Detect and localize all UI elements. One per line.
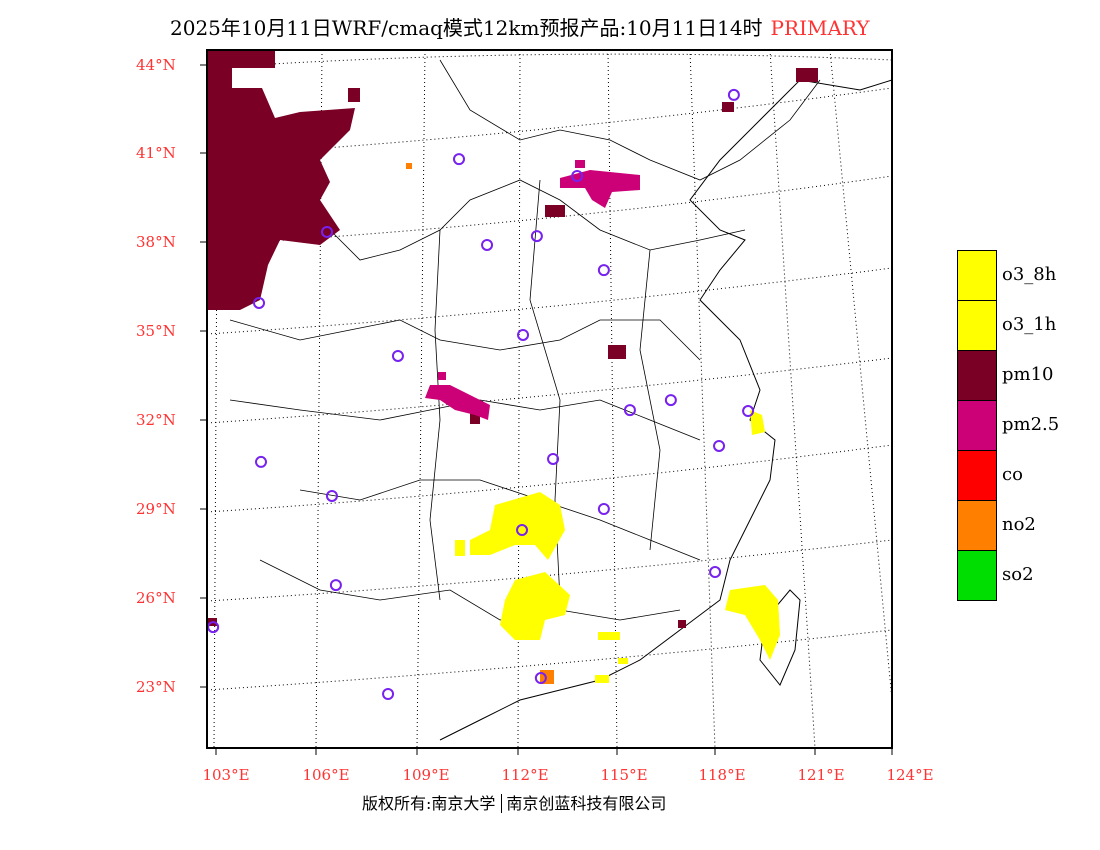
station-marker: [325, 489, 338, 502]
title-text: 2025年10月11日WRF/cmaq模式12km预报产品:10月11日14时: [170, 16, 763, 40]
station-marker: [571, 170, 584, 182]
station-marker: [453, 153, 465, 166]
station-marker: [253, 296, 266, 309]
lat-label: 38°N: [136, 233, 176, 251]
station-marker: [382, 688, 395, 700]
station-marker: [547, 452, 560, 465]
legend-swatch: [957, 500, 997, 551]
lat-label: 26°N: [136, 589, 176, 607]
station-marker: [481, 238, 494, 251]
lat-label: 41°N: [136, 144, 176, 162]
station-marker: [623, 404, 636, 417]
lat-label: 29°N: [136, 500, 176, 518]
station-marker: [530, 230, 543, 243]
lon-label: 121°E: [797, 766, 845, 784]
pm10-patches: [207, 50, 818, 628]
legend-swatch: [957, 300, 997, 351]
legend-label: co: [1002, 464, 1023, 485]
lat-label: 44°N: [136, 56, 176, 74]
legend-swatch: [957, 450, 997, 501]
pm25-patches: [425, 160, 640, 420]
station-marker: [255, 455, 267, 468]
lon-label: 124°E: [886, 766, 934, 784]
o3-patches: [455, 410, 780, 683]
lon-label: 109°E: [402, 766, 450, 784]
coastline: [439, 79, 892, 741]
species-label: PRIMARY: [770, 16, 870, 40]
lon-label: 115°E: [600, 766, 648, 784]
legend-swatch: [957, 250, 997, 301]
station-marker: [597, 503, 610, 515]
legend-label: no2: [1002, 514, 1036, 535]
copyright-right: 南京创蓝科技有限公司: [501, 794, 667, 813]
legend-swatch: [957, 400, 997, 451]
legend-swatch: [957, 550, 997, 601]
station-marker: [517, 328, 530, 341]
station-marker: [391, 349, 404, 362]
lat-label: 23°N: [136, 678, 176, 696]
station-marker: [664, 394, 677, 407]
monitoring-stations: [207, 88, 755, 700]
station-marker: [516, 524, 529, 537]
station-marker: [207, 621, 220, 634]
station-marker: [534, 672, 547, 685]
legend-label: pm2.5: [1002, 414, 1060, 435]
legend-label: o3_8h: [1002, 264, 1057, 285]
copyright-footer: 版权所有:南京大学 南京创蓝科技有限公司: [362, 790, 672, 814]
copyright-left: 版权所有:南京大学: [362, 794, 496, 813]
station-marker: [329, 579, 342, 592]
legend-swatch: [957, 350, 997, 401]
map-frame: [206, 49, 893, 749]
lon-label: 103°E: [202, 766, 250, 784]
lat-label: 35°N: [136, 322, 176, 340]
station-marker: [713, 439, 726, 452]
lon-label: 118°E: [698, 766, 746, 784]
station-marker: [597, 264, 610, 277]
legend-label: pm10: [1002, 364, 1054, 385]
station-marker: [709, 566, 722, 579]
lat-label: 32°N: [136, 411, 176, 429]
lon-label: 112°E: [501, 766, 549, 784]
map-title: 2025年10月11日WRF/cmaq模式12km预报产品:10月11日14时 P…: [170, 12, 870, 41]
lon-label: 106°E: [302, 766, 350, 784]
legend-label: o3_1h: [1002, 314, 1057, 335]
legend-label: so2: [1002, 564, 1034, 585]
station-marker: [727, 88, 740, 101]
station-marker: [321, 225, 333, 238]
station-marker: [742, 405, 755, 418]
